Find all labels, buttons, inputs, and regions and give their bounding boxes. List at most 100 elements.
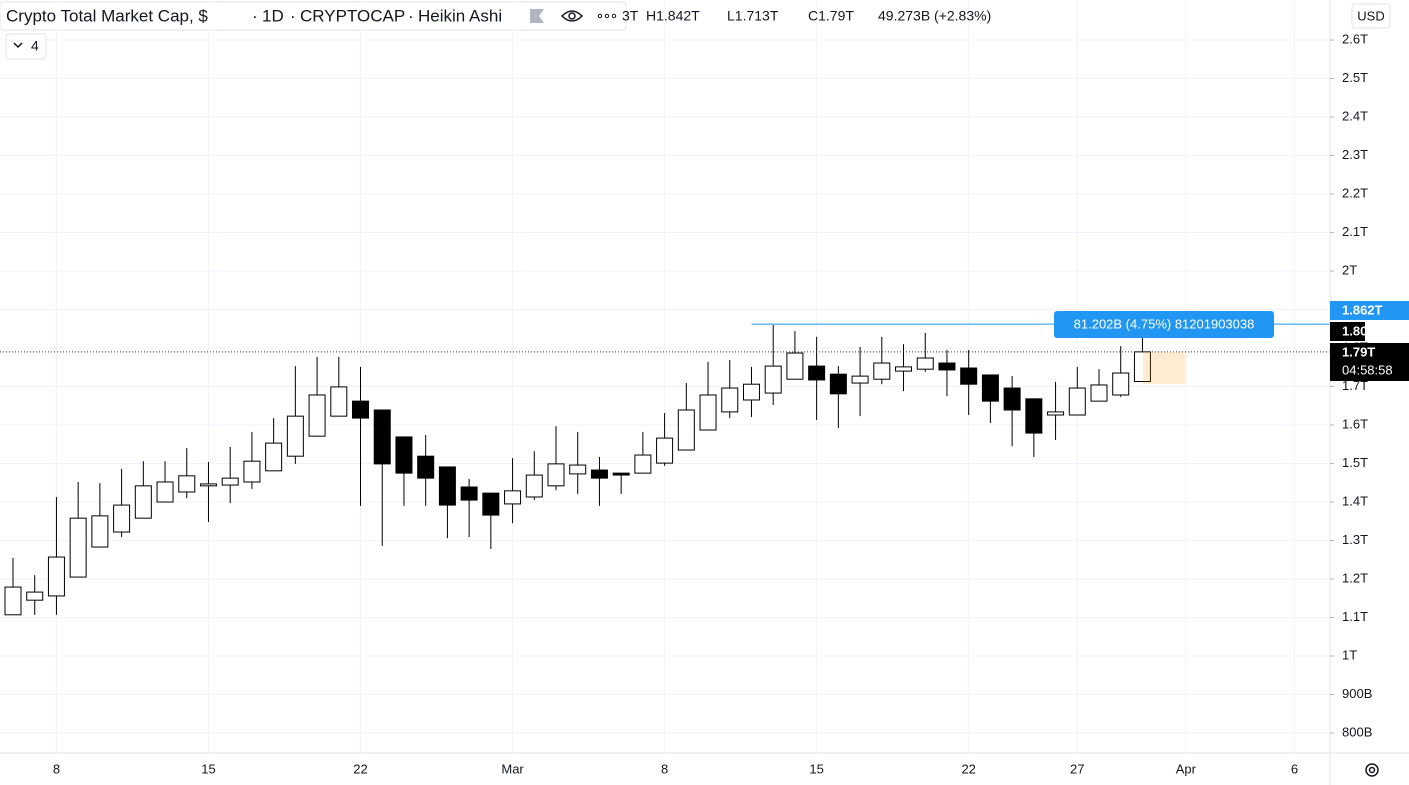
candle-body xyxy=(1112,372,1130,396)
candle-body xyxy=(981,374,999,402)
candle-body xyxy=(1003,387,1021,411)
currency: USD xyxy=(1357,8,1384,23)
candle-body xyxy=(243,460,261,483)
candle-body xyxy=(699,394,717,431)
x-tick-label: Mar xyxy=(501,761,524,776)
x-tick-label: 22 xyxy=(353,761,367,776)
x-tick-label: 27 xyxy=(1070,761,1084,776)
price-label-box xyxy=(1330,301,1409,320)
candle-body xyxy=(851,375,869,384)
interval[interactable]: 1D xyxy=(262,6,284,25)
candle-body xyxy=(721,387,739,413)
candle-body xyxy=(1025,398,1043,434)
last-price-box xyxy=(1330,343,1409,381)
plot xyxy=(0,323,1330,616)
candle-body xyxy=(47,556,65,597)
y-tick-label: 2.3T xyxy=(1342,147,1368,162)
sep: · xyxy=(408,6,414,25)
sep: · xyxy=(290,6,296,25)
y-tick-label: 1.2T xyxy=(1342,570,1368,585)
candle-body xyxy=(156,481,174,503)
last-price-label: 1.79T xyxy=(1342,344,1375,359)
drawing-range xyxy=(1143,352,1185,384)
y-tick-label: 2.2T xyxy=(1342,185,1368,200)
candle-body xyxy=(547,463,565,487)
price-labels: 81.202B (4.75%) 81201903038 1.862T 1.807T 1… xyxy=(1054,301,1409,381)
y-tick-label: 2T xyxy=(1342,262,1357,277)
chevron-icon xyxy=(13,42,23,49)
candle-body xyxy=(742,383,760,401)
eye-icon[interactable] xyxy=(560,10,584,22)
price-label-box xyxy=(1330,322,1365,341)
legend-value: C1.79T xyxy=(808,8,854,24)
symbol-title[interactable]: Crypto Total Market Cap, $ xyxy=(6,6,208,25)
x-tick-label: 22 xyxy=(961,761,975,776)
y-tick-label: 1.7T xyxy=(1342,378,1368,393)
x-tick-label: 15 xyxy=(809,761,823,776)
candle-body xyxy=(916,357,934,370)
candle-body xyxy=(482,492,500,516)
y-tick-label: 900B xyxy=(1342,686,1372,701)
candle-body xyxy=(504,490,522,505)
y-tick-label: 1.6T xyxy=(1342,416,1368,431)
legend-value: L1.713T xyxy=(727,8,779,24)
candle-body xyxy=(656,437,674,464)
candle-body xyxy=(265,442,283,472)
candle-body xyxy=(612,472,630,476)
candle-body xyxy=(569,464,587,475)
x-tick-label: 8 xyxy=(53,761,60,776)
indicators-toggle[interactable] xyxy=(5,33,47,60)
candle-body xyxy=(677,409,695,451)
legend-value: 3T xyxy=(622,8,639,24)
y-tick-label: 2.5T xyxy=(1342,70,1368,85)
flag-icon[interactable] xyxy=(530,9,544,23)
candle-body xyxy=(417,455,435,479)
candle-body xyxy=(786,352,804,380)
candle-body xyxy=(829,373,847,395)
candle-body xyxy=(895,366,913,372)
sep: · xyxy=(252,6,258,25)
candle-body xyxy=(873,362,891,380)
candle-body xyxy=(634,454,652,474)
measure-label: 81.202B (4.75%) 81201903038 xyxy=(1074,316,1255,331)
candle-body xyxy=(26,591,44,601)
measure-box xyxy=(1054,311,1274,338)
x-tick-label: 6 xyxy=(1291,761,1298,776)
ohlc-legend: 3T H1.842T L1.713T C1.79T 49.273B (+2.83%) xyxy=(622,8,991,24)
y-tick-label: 1.3T xyxy=(1342,532,1368,547)
countdown: 04:58:58 xyxy=(1342,362,1393,377)
y-tick-label: 2.6T xyxy=(1342,31,1368,46)
candle-body xyxy=(438,466,456,506)
candle-body xyxy=(373,409,391,465)
y-tick-label: 1.5T xyxy=(1342,455,1368,470)
x-tick-label: Apr xyxy=(1176,761,1197,776)
candle-body xyxy=(1090,384,1108,402)
candle-body xyxy=(1047,411,1065,416)
candle-body xyxy=(91,515,109,548)
legend-value: 49.273B (+2.83%) xyxy=(878,8,991,24)
candle-body xyxy=(395,436,413,474)
x-tick-label: 8 xyxy=(661,761,668,776)
currency-box[interactable] xyxy=(1351,3,1391,29)
settings-icon[interactable] xyxy=(1365,763,1379,777)
chart-style[interactable]: Heikin Ashi xyxy=(418,6,502,25)
more-icon[interactable] xyxy=(597,13,617,19)
candle-body xyxy=(221,477,239,486)
y-tick-label: 1T xyxy=(1342,647,1357,662)
x-tick-label: 15 xyxy=(201,761,215,776)
price-label: 1.807T xyxy=(1342,323,1383,338)
candle-body xyxy=(1068,387,1086,416)
y-tick-label: 2.4T xyxy=(1342,108,1368,123)
candle-body xyxy=(113,504,131,533)
y-tick-label: 2.1T xyxy=(1342,224,1368,239)
candle-body xyxy=(352,400,370,419)
y-tick-label: 800B xyxy=(1342,724,1372,739)
y-tick-label: 1.4T xyxy=(1342,493,1368,508)
candle-body xyxy=(938,362,956,371)
candle-body xyxy=(590,469,608,479)
candle-body xyxy=(1133,351,1151,383)
candle-body xyxy=(764,365,782,394)
indicators-count: 4 xyxy=(31,38,39,54)
candle-body xyxy=(199,483,217,487)
